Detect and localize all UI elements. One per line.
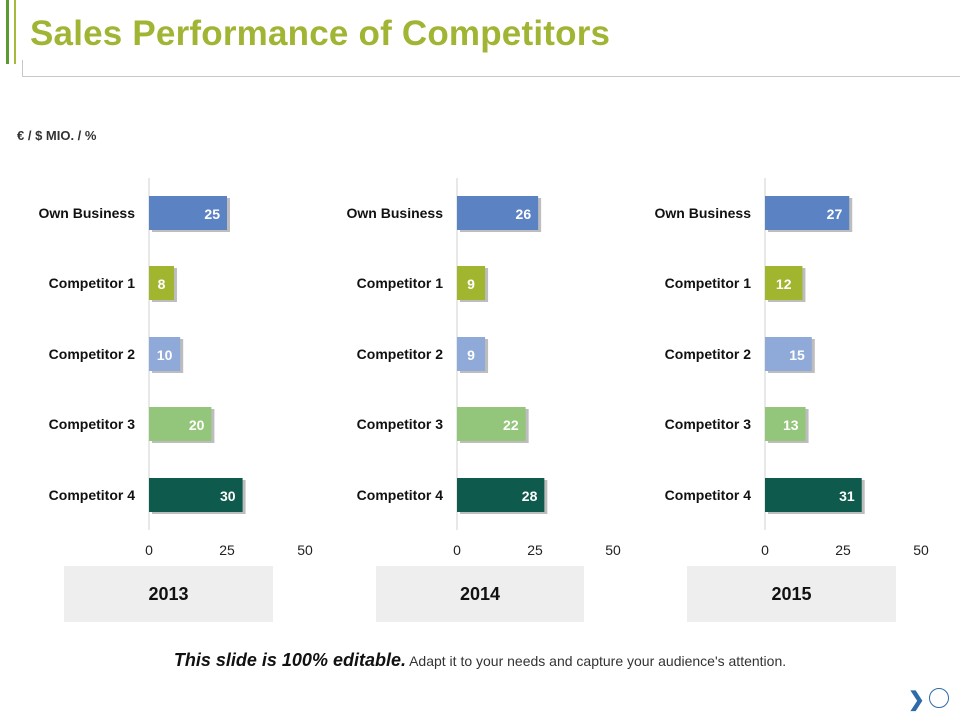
category-label: Own Business <box>39 205 136 221</box>
value-label: 9 <box>467 276 475 292</box>
value-label: 26 <box>516 206 532 222</box>
bar-competitor-4 <box>149 478 243 512</box>
x-tick-label: 50 <box>605 542 621 558</box>
value-label: 22 <box>503 417 519 433</box>
category-label: Competitor 1 <box>665 275 752 291</box>
chart-2013: Own Business 25 Competitor 1 8 Competitor 2 1… <box>39 178 313 558</box>
unit-label: € / $ MIO. / % <box>17 128 97 143</box>
bar-competitor-3 <box>765 407 806 441</box>
value-label: 31 <box>839 488 855 504</box>
category-label: Competitor 4 <box>665 487 752 503</box>
category-label: Own Business <box>655 205 752 221</box>
footer-text: Adapt it to your needs and capture your … <box>405 653 787 669</box>
value-label: 12 <box>776 276 792 292</box>
x-tick-label: 0 <box>761 542 769 558</box>
category-label: Competitor 2 <box>665 346 752 362</box>
value-label: 25 <box>204 206 220 222</box>
accent-bar-right <box>14 0 16 64</box>
bar-own-business <box>457 196 539 230</box>
bar-competitor-4 <box>765 478 862 512</box>
bar-competitor-1 <box>765 266 803 300</box>
category-label: Own Business <box>347 205 444 221</box>
x-tick-label: 50 <box>297 542 313 558</box>
x-tick-label: 0 <box>453 542 461 558</box>
bar-competitor-2 <box>149 337 181 371</box>
value-label: 28 <box>522 488 538 504</box>
year-label-2015: 2015 <box>687 566 896 622</box>
x-tick-label: 25 <box>835 542 851 558</box>
category-label: Competitor 4 <box>49 487 136 503</box>
bar-competitor-1 <box>457 266 486 300</box>
year-label-2013: 2013 <box>64 566 273 622</box>
x-tick-label: 0 <box>145 542 153 558</box>
title-divider-tick <box>22 60 23 77</box>
category-label: Competitor 4 <box>357 487 444 503</box>
category-label: Competitor 2 <box>357 346 444 362</box>
value-label: 10 <box>157 347 173 363</box>
value-label: 8 <box>158 276 166 292</box>
value-label: 27 <box>827 206 843 222</box>
category-label: Competitor 3 <box>357 416 444 432</box>
year-label-2014: 2014 <box>376 566 584 622</box>
accent-bar-left <box>6 0 9 64</box>
title-divider <box>22 76 960 77</box>
bar-competitor-2 <box>457 337 486 371</box>
category-label: Competitor 1 <box>357 275 444 291</box>
bar-competitor-4 <box>457 478 545 512</box>
value-label: 30 <box>220 488 236 504</box>
page-title: Sales Performance of Competitors <box>30 14 611 53</box>
bar-competitor-1 <box>149 266 174 300</box>
value-label: 15 <box>789 347 805 363</box>
x-tick-label: 25 <box>527 542 543 558</box>
bar-competitor-3 <box>149 407 212 441</box>
chart-2014: Own Business 26 Competitor 1 9 Competitor 2 9… <box>347 178 621 558</box>
charts-area: Own Business 25 Competitor 1 8 Competitor 2 1… <box>0 170 960 565</box>
bar-own-business <box>765 196 850 230</box>
x-tick-label: 50 <box>913 542 929 558</box>
chevron-right-icon[interactable]: ❯ <box>908 689 925 711</box>
value-label: 20 <box>189 417 205 433</box>
circle-icon[interactable] <box>929 688 949 708</box>
value-label: 9 <box>467 347 475 363</box>
bar-competitor-2 <box>765 337 812 371</box>
category-label: Competitor 3 <box>665 416 752 432</box>
category-label: Competitor 1 <box>49 275 136 291</box>
chart-2015: Own Business 27 Competitor 1 12 Competitor 2… <box>655 178 929 558</box>
x-tick-label: 25 <box>219 542 235 558</box>
category-label: Competitor 2 <box>49 346 136 362</box>
value-label: 13 <box>783 417 799 433</box>
footer-note: This slide is 100% editable. Adapt it to… <box>0 650 960 671</box>
footer-strong-text: This slide is 100% editable. <box>173 650 406 670</box>
category-label: Competitor 3 <box>49 416 136 432</box>
bar-competitor-3 <box>457 407 526 441</box>
bar-own-business <box>149 196 227 230</box>
